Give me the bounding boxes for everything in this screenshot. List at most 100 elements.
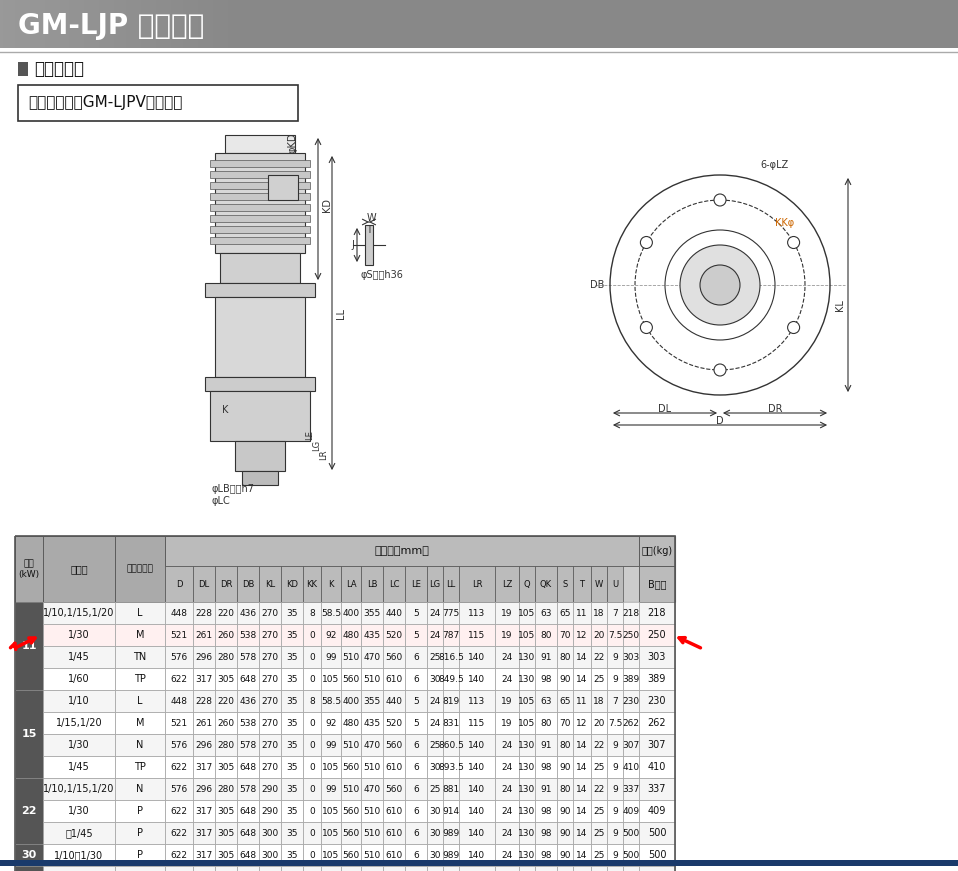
Text: 24: 24 [501, 807, 513, 815]
Text: 105: 105 [323, 828, 340, 838]
Bar [519, 602, 535, 624]
Text: 560: 560 [385, 652, 402, 661]
Bar [459, 566, 495, 602]
Text: 280: 280 [217, 785, 235, 793]
Bar [193, 866, 215, 871]
Bar [607, 668, 623, 690]
Bar [281, 712, 303, 734]
Text: 14: 14 [577, 807, 587, 815]
Text: 9: 9 [612, 740, 618, 750]
Bar [237, 690, 259, 712]
Circle shape [700, 265, 740, 305]
Bar [623, 756, 639, 778]
Text: 24: 24 [429, 697, 441, 706]
Text: 270: 270 [262, 719, 279, 727]
Text: 436: 436 [240, 609, 257, 618]
Bar [383, 844, 405, 866]
Text: 24: 24 [429, 609, 441, 618]
Text: 410: 410 [648, 762, 666, 772]
Text: GM-LJP シリーズ: GM-LJP シリーズ [18, 12, 204, 40]
Bar [115, 646, 165, 668]
Bar [205, 283, 315, 297]
Text: 220: 220 [217, 697, 235, 706]
Bar [215, 566, 237, 602]
Text: KD: KD [322, 198, 332, 212]
Text: 250: 250 [623, 631, 640, 639]
Text: 305: 305 [217, 674, 235, 684]
Bar [281, 778, 303, 800]
Bar [43, 822, 115, 844]
Bar [43, 602, 115, 624]
Text: 560: 560 [342, 762, 359, 772]
Bar [607, 566, 623, 602]
Text: 35: 35 [286, 609, 298, 618]
Bar [427, 602, 443, 624]
Text: 560: 560 [385, 740, 402, 750]
Bar [303, 866, 321, 871]
Bar [459, 734, 495, 756]
Text: 0: 0 [309, 762, 315, 772]
Bar [15, 536, 675, 871]
Text: 480: 480 [342, 719, 359, 727]
Text: 寸　法（mm）: 寸 法（mm） [375, 546, 429, 556]
Text: D: D [175, 579, 182, 589]
Text: 35: 35 [286, 697, 298, 706]
Circle shape [680, 245, 760, 325]
Text: 510: 510 [363, 828, 380, 838]
Bar [42, 0, 45, 48]
Bar [623, 778, 639, 800]
Bar [43, 844, 115, 866]
Text: 6: 6 [413, 674, 419, 684]
Bar [237, 566, 259, 602]
Text: 218: 218 [623, 609, 640, 618]
Bar [215, 866, 237, 871]
Text: 24: 24 [501, 762, 513, 772]
Bar [623, 800, 639, 822]
Text: LL: LL [336, 307, 346, 319]
Text: 775: 775 [443, 609, 460, 618]
Text: 610: 610 [385, 828, 402, 838]
Bar [361, 756, 383, 778]
Text: 305: 305 [217, 762, 235, 772]
Text: 11: 11 [21, 641, 36, 651]
Bar [573, 690, 591, 712]
Bar [215, 602, 237, 624]
Bar [0, 860, 958, 866]
Bar [215, 153, 305, 253]
Bar [237, 712, 259, 734]
Text: 270: 270 [262, 697, 279, 706]
Bar [573, 734, 591, 756]
Bar [15, 734, 675, 756]
Bar [383, 800, 405, 822]
Bar [210, 237, 310, 244]
Bar [193, 624, 215, 646]
Text: 6: 6 [413, 807, 419, 815]
Bar [519, 668, 535, 690]
Text: 35: 35 [286, 807, 298, 815]
Bar [87, 0, 90, 48]
Text: DB: DB [590, 280, 604, 290]
Text: 30: 30 [429, 674, 441, 684]
Bar [259, 624, 281, 646]
Text: 減速比: 減速比 [70, 564, 88, 574]
Text: 860.5: 860.5 [438, 740, 464, 750]
Text: 9: 9 [612, 674, 618, 684]
Bar [210, 182, 310, 189]
Bar [341, 668, 361, 690]
Bar [281, 800, 303, 822]
Bar [15, 844, 43, 866]
Bar [459, 866, 495, 871]
Bar [495, 712, 519, 734]
Bar [321, 844, 341, 866]
Bar [15, 646, 675, 668]
Bar [383, 778, 405, 800]
Bar [459, 778, 495, 800]
Text: TP: TP [134, 762, 146, 772]
Bar [321, 712, 341, 734]
Text: 30: 30 [429, 850, 441, 860]
Text: 578: 578 [240, 785, 257, 793]
Text: 9: 9 [612, 762, 618, 772]
Text: 70: 70 [559, 631, 571, 639]
Bar [427, 800, 443, 822]
Text: 105: 105 [323, 850, 340, 860]
